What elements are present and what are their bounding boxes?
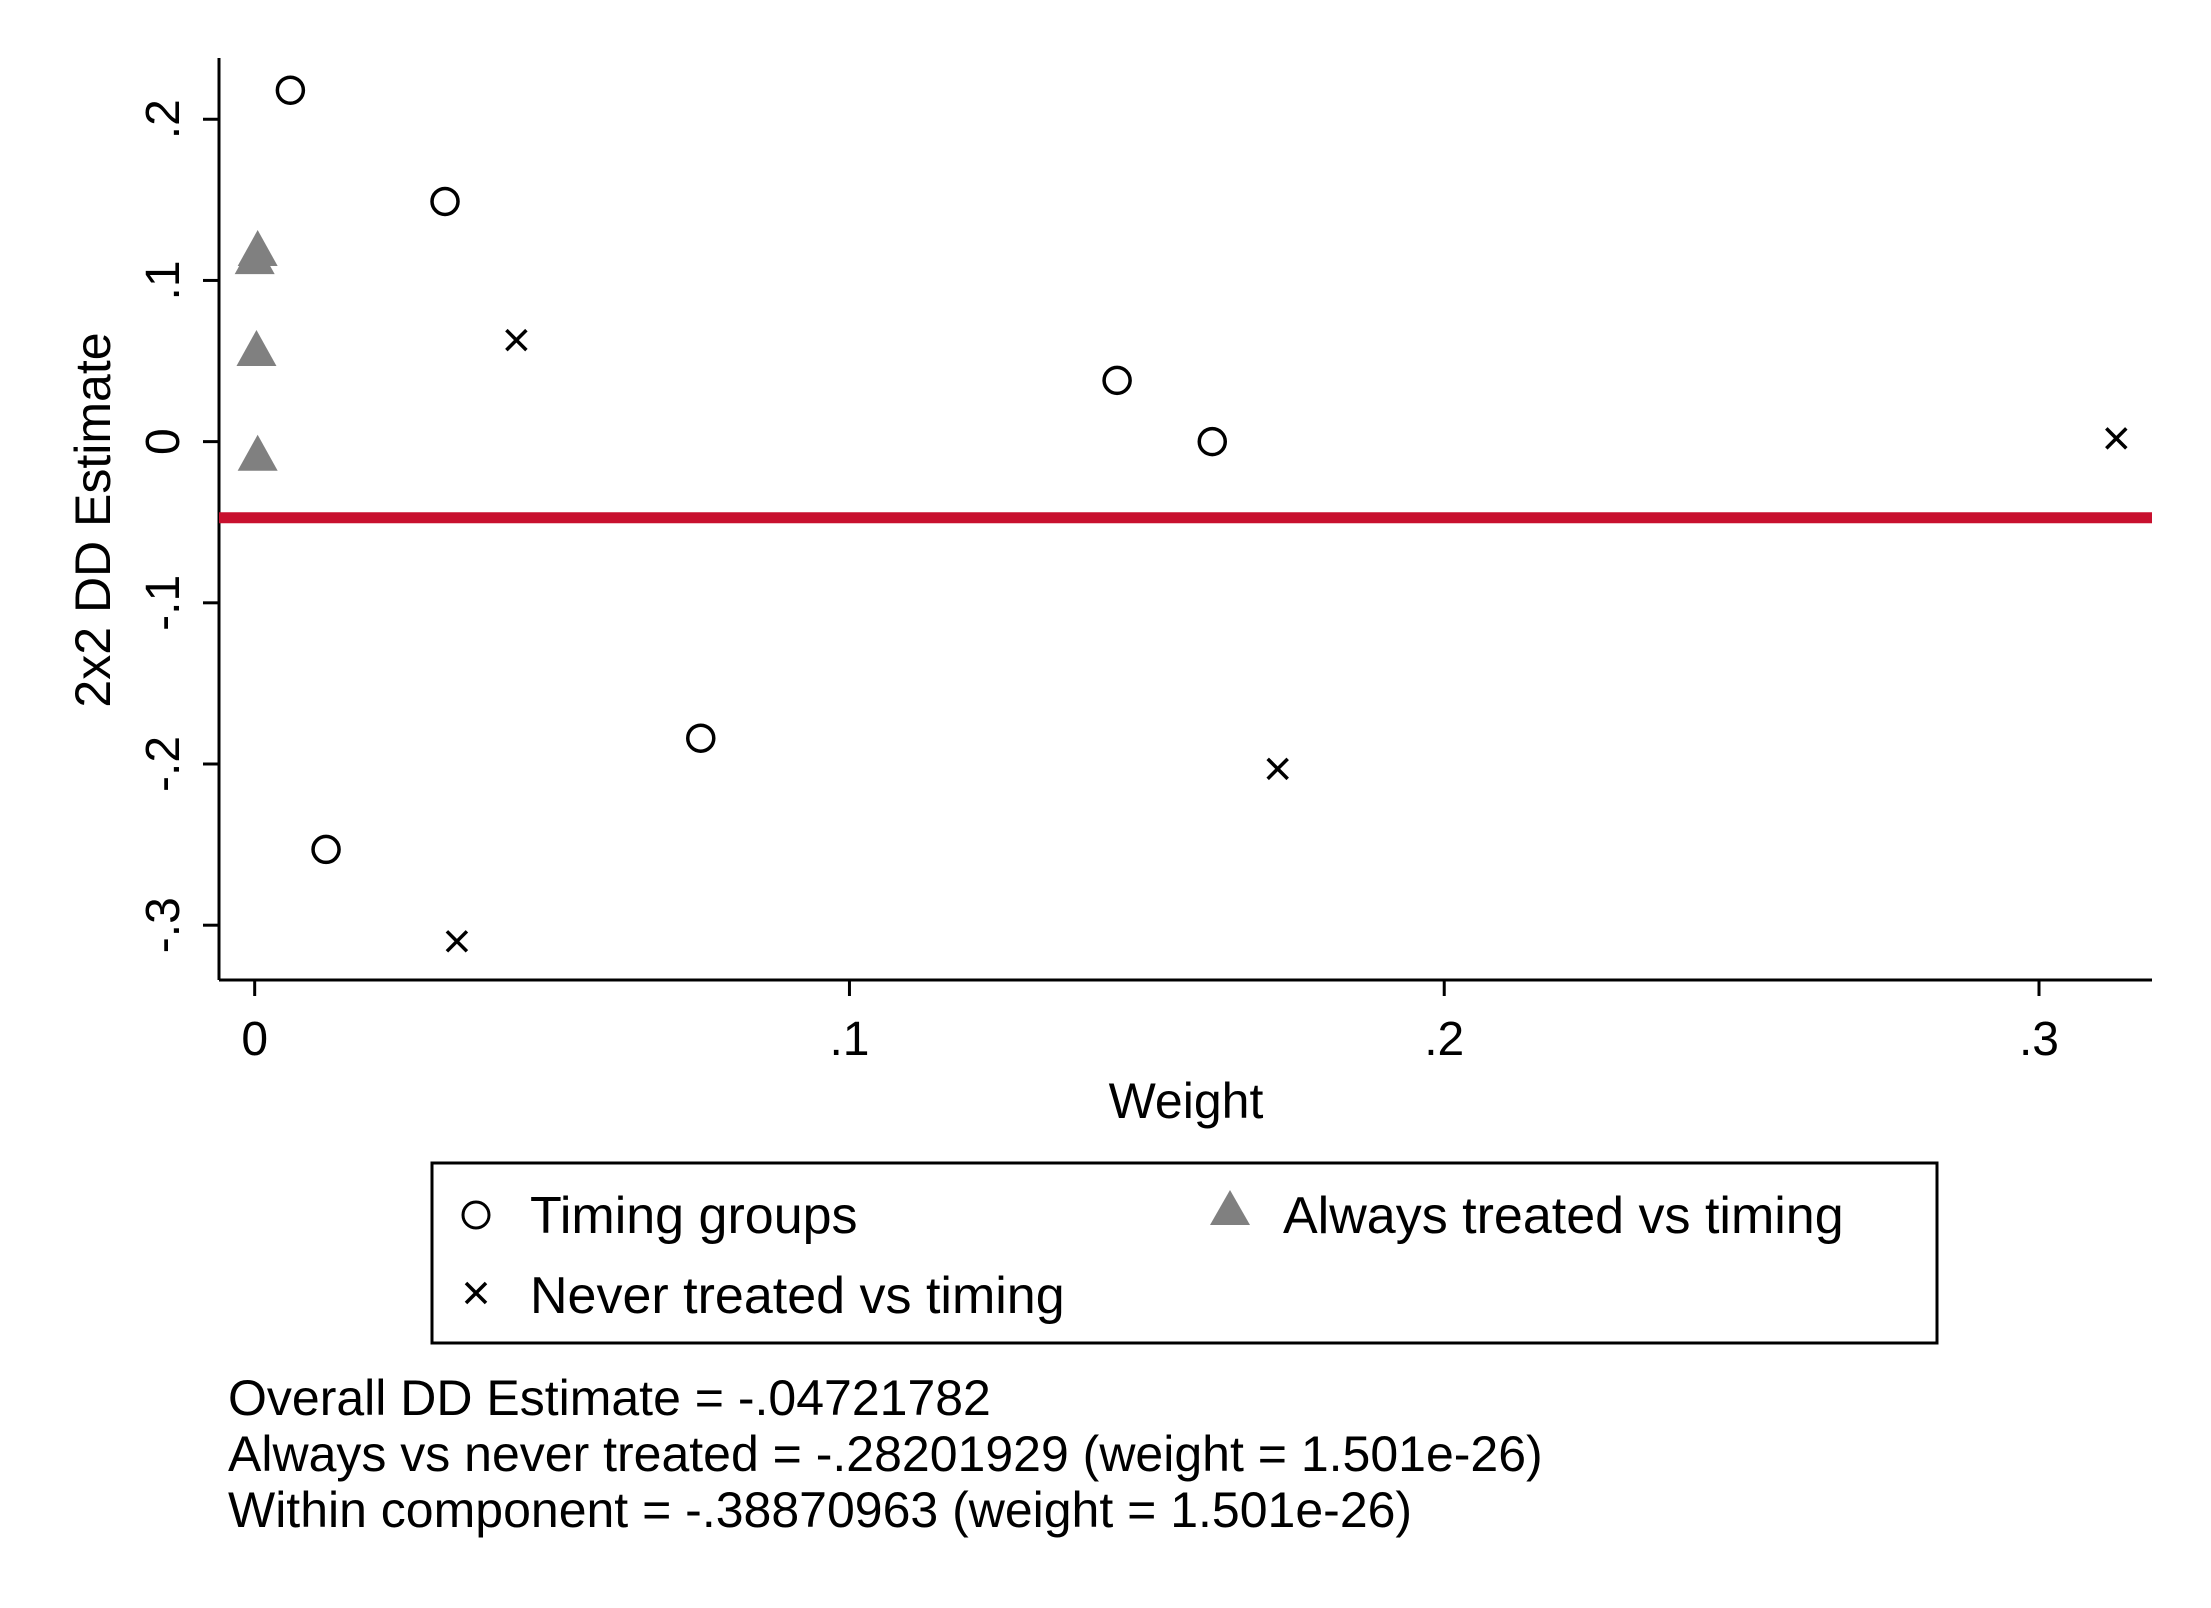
y-axis-title: 2x2 DD Estimate (65, 332, 121, 707)
point-timing-groups (686, 723, 716, 753)
y-tick-label: -.1 (137, 575, 190, 631)
note-overall-estimate: Overall DD Estimate = -.04721782 (228, 1370, 991, 1426)
legend-label-always-treated: Always treated vs timing (1283, 1187, 1844, 1245)
point-always-treated (234, 238, 275, 275)
point-never-treated (2105, 427, 2128, 450)
note-within-component: Within component = -.38870963 (weight = … (228, 1482, 1412, 1538)
x-axis-title: Weight (1109, 1073, 1264, 1129)
y-tick-label: .2 (137, 99, 190, 139)
point-never-treated (445, 930, 469, 953)
point-always-treated (237, 434, 278, 471)
legend-label-timing-groups: Timing groups (530, 1187, 858, 1245)
x-tick-label: .2 (1424, 1013, 1464, 1066)
notes: Overall DD Estimate = -.04721782 Always … (228, 1370, 1543, 1538)
x-tick-label: .3 (2019, 1013, 2059, 1066)
y-tick-label: -.2 (137, 736, 190, 792)
point-timing-groups (1197, 426, 1228, 457)
x-tick-label: 0 (241, 1013, 268, 1066)
legend: Timing groups Always treated vs timing N… (430, 1161, 1939, 1345)
point-never-treated (1266, 757, 1289, 781)
point-never-treated (505, 328, 528, 352)
note-always-vs-never: Always vs never treated = -.28201929 (we… (228, 1426, 1543, 1482)
legend-label-never-treated: Never treated vs timing (530, 1267, 1065, 1325)
legend-box (430, 1161, 1939, 1345)
point-timing-groups (311, 834, 341, 865)
point-always-treated (236, 329, 277, 366)
axes: 0 .1 .2 .3 -.3 -.2 -.1 0 .1 .2 (137, 58, 2152, 1066)
legend-circle-marker (461, 1200, 491, 1230)
legend-triangle-marker (1210, 1190, 1250, 1225)
legend-x-marker (464, 1281, 488, 1305)
y-tick-label: .1 (137, 260, 190, 300)
data-points (234, 75, 2128, 953)
point-timing-groups (1102, 365, 1132, 396)
y-tick-label: 0 (137, 428, 190, 455)
point-timing-groups (275, 75, 306, 105)
x-tick-label: .1 (829, 1013, 869, 1066)
y-tick-label: -.3 (137, 897, 190, 953)
point-timing-groups (430, 186, 460, 217)
